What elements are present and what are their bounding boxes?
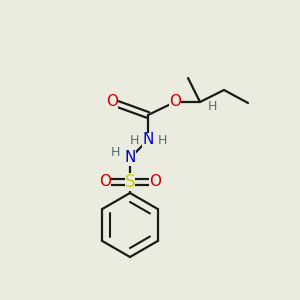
Text: H: H	[110, 146, 120, 160]
Text: N: N	[142, 133, 154, 148]
Text: N: N	[124, 151, 136, 166]
Text: H: H	[207, 100, 217, 112]
Text: H: H	[157, 134, 167, 146]
Text: S: S	[125, 173, 135, 191]
Text: O: O	[106, 94, 118, 110]
Text: O: O	[149, 175, 161, 190]
Text: H: H	[129, 134, 139, 146]
Text: O: O	[169, 94, 181, 110]
Text: O: O	[99, 175, 111, 190]
